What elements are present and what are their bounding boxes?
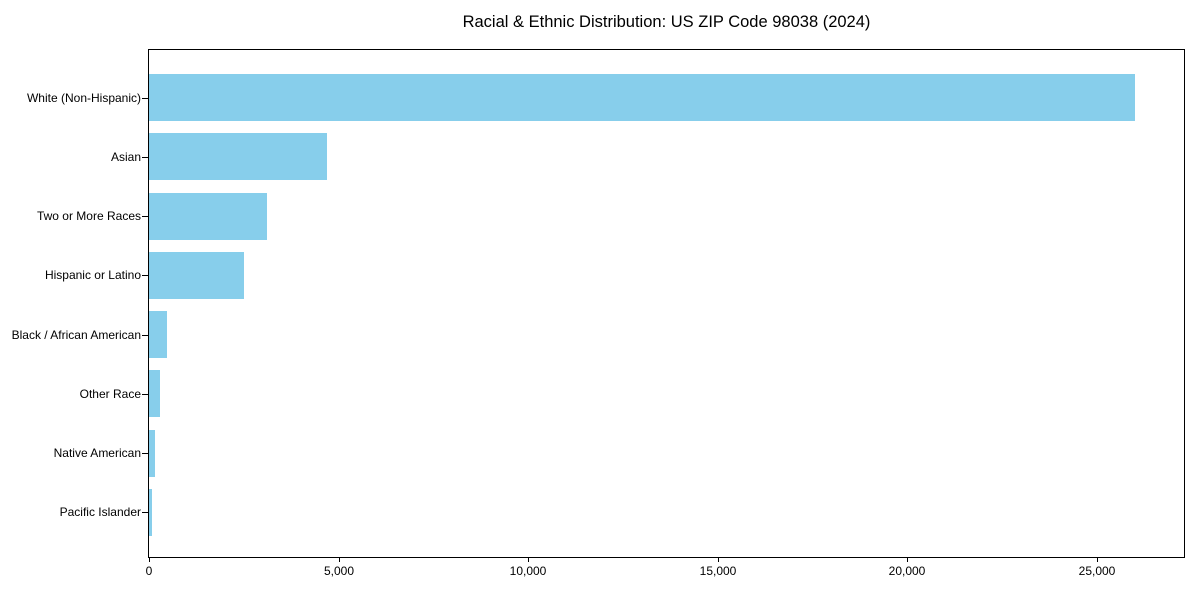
plot-area (148, 49, 1185, 558)
bar-row-two-or-more-races (149, 187, 1184, 246)
y-tick-label-black-african-american: Black / African American (11, 327, 141, 342)
bar-row-asian (149, 127, 1184, 186)
y-tick-label-pacific-islander: Pacific Islander (59, 505, 141, 520)
x-tick-label-0: 0 (145, 564, 153, 578)
bar-white-non-hispanic (149, 74, 1135, 122)
y-tick-mark (142, 453, 148, 454)
bar-other-race (149, 370, 161, 418)
bar-two-or-more-races (149, 192, 267, 240)
bar-hispanic-or-latino (149, 251, 244, 299)
x-tick-mark (149, 558, 150, 562)
y-tick-label-other-race: Other Race (79, 386, 141, 401)
bar-row-other-race (149, 364, 1184, 423)
y-tick-mark (142, 216, 148, 217)
x-tick-label-15000: 15,000 (699, 564, 737, 578)
x-tick-mark (339, 558, 340, 562)
x-tick-mark (907, 558, 908, 562)
y-tick-mark (142, 157, 148, 158)
chart-title: Racial & Ethnic Distribution: US ZIP Cod… (462, 13, 871, 31)
y-tick-mark (142, 394, 148, 395)
y-tick-label-two-or-more-races: Two or More Races (36, 209, 141, 224)
y-tick-label-asian: Asian (110, 149, 141, 164)
x-tick-label-5000: 5,000 (323, 564, 355, 578)
y-tick-mark (142, 275, 148, 276)
bar-black-african-american (149, 311, 167, 359)
x-tick-label-10000: 10,000 (509, 564, 547, 578)
y-tick-mark (142, 512, 148, 513)
x-tick-label-25000: 25,000 (1078, 564, 1116, 578)
y-tick-mark (142, 335, 148, 336)
bar-row-hispanic-or-latino (149, 246, 1184, 305)
y-tick-mark (142, 98, 148, 99)
bar-asian (149, 133, 328, 181)
y-tick-label-hispanic-or-latino: Hispanic or Latino (44, 268, 141, 283)
bar-row-white-non-hispanic (149, 68, 1184, 127)
x-tick-mark (1097, 558, 1098, 562)
x-tick-mark (718, 558, 719, 562)
x-tick-label-20000: 20,000 (888, 564, 926, 578)
x-tick-mark (528, 558, 529, 562)
bar-pacific-islander (149, 488, 153, 536)
y-axis-labels: White (Non-Hispanic) Asian Two or More Rac… (0, 50, 141, 557)
bar-row-black-african-american (149, 305, 1184, 364)
y-tick-label-native-american: Native American (53, 446, 141, 461)
bar-rows (149, 50, 1184, 557)
y-tick-label-white-non-hispanic: White (Non-Hispanic) (26, 90, 141, 105)
bar-native-american (149, 429, 155, 477)
bar-row-pacific-islander (149, 483, 1184, 542)
bar-row-native-american (149, 424, 1184, 483)
